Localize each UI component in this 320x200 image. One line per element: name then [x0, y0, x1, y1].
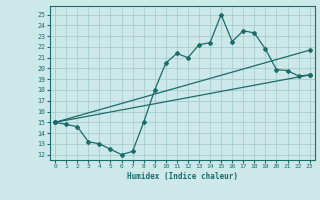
- X-axis label: Humidex (Indice chaleur): Humidex (Indice chaleur): [127, 172, 238, 181]
